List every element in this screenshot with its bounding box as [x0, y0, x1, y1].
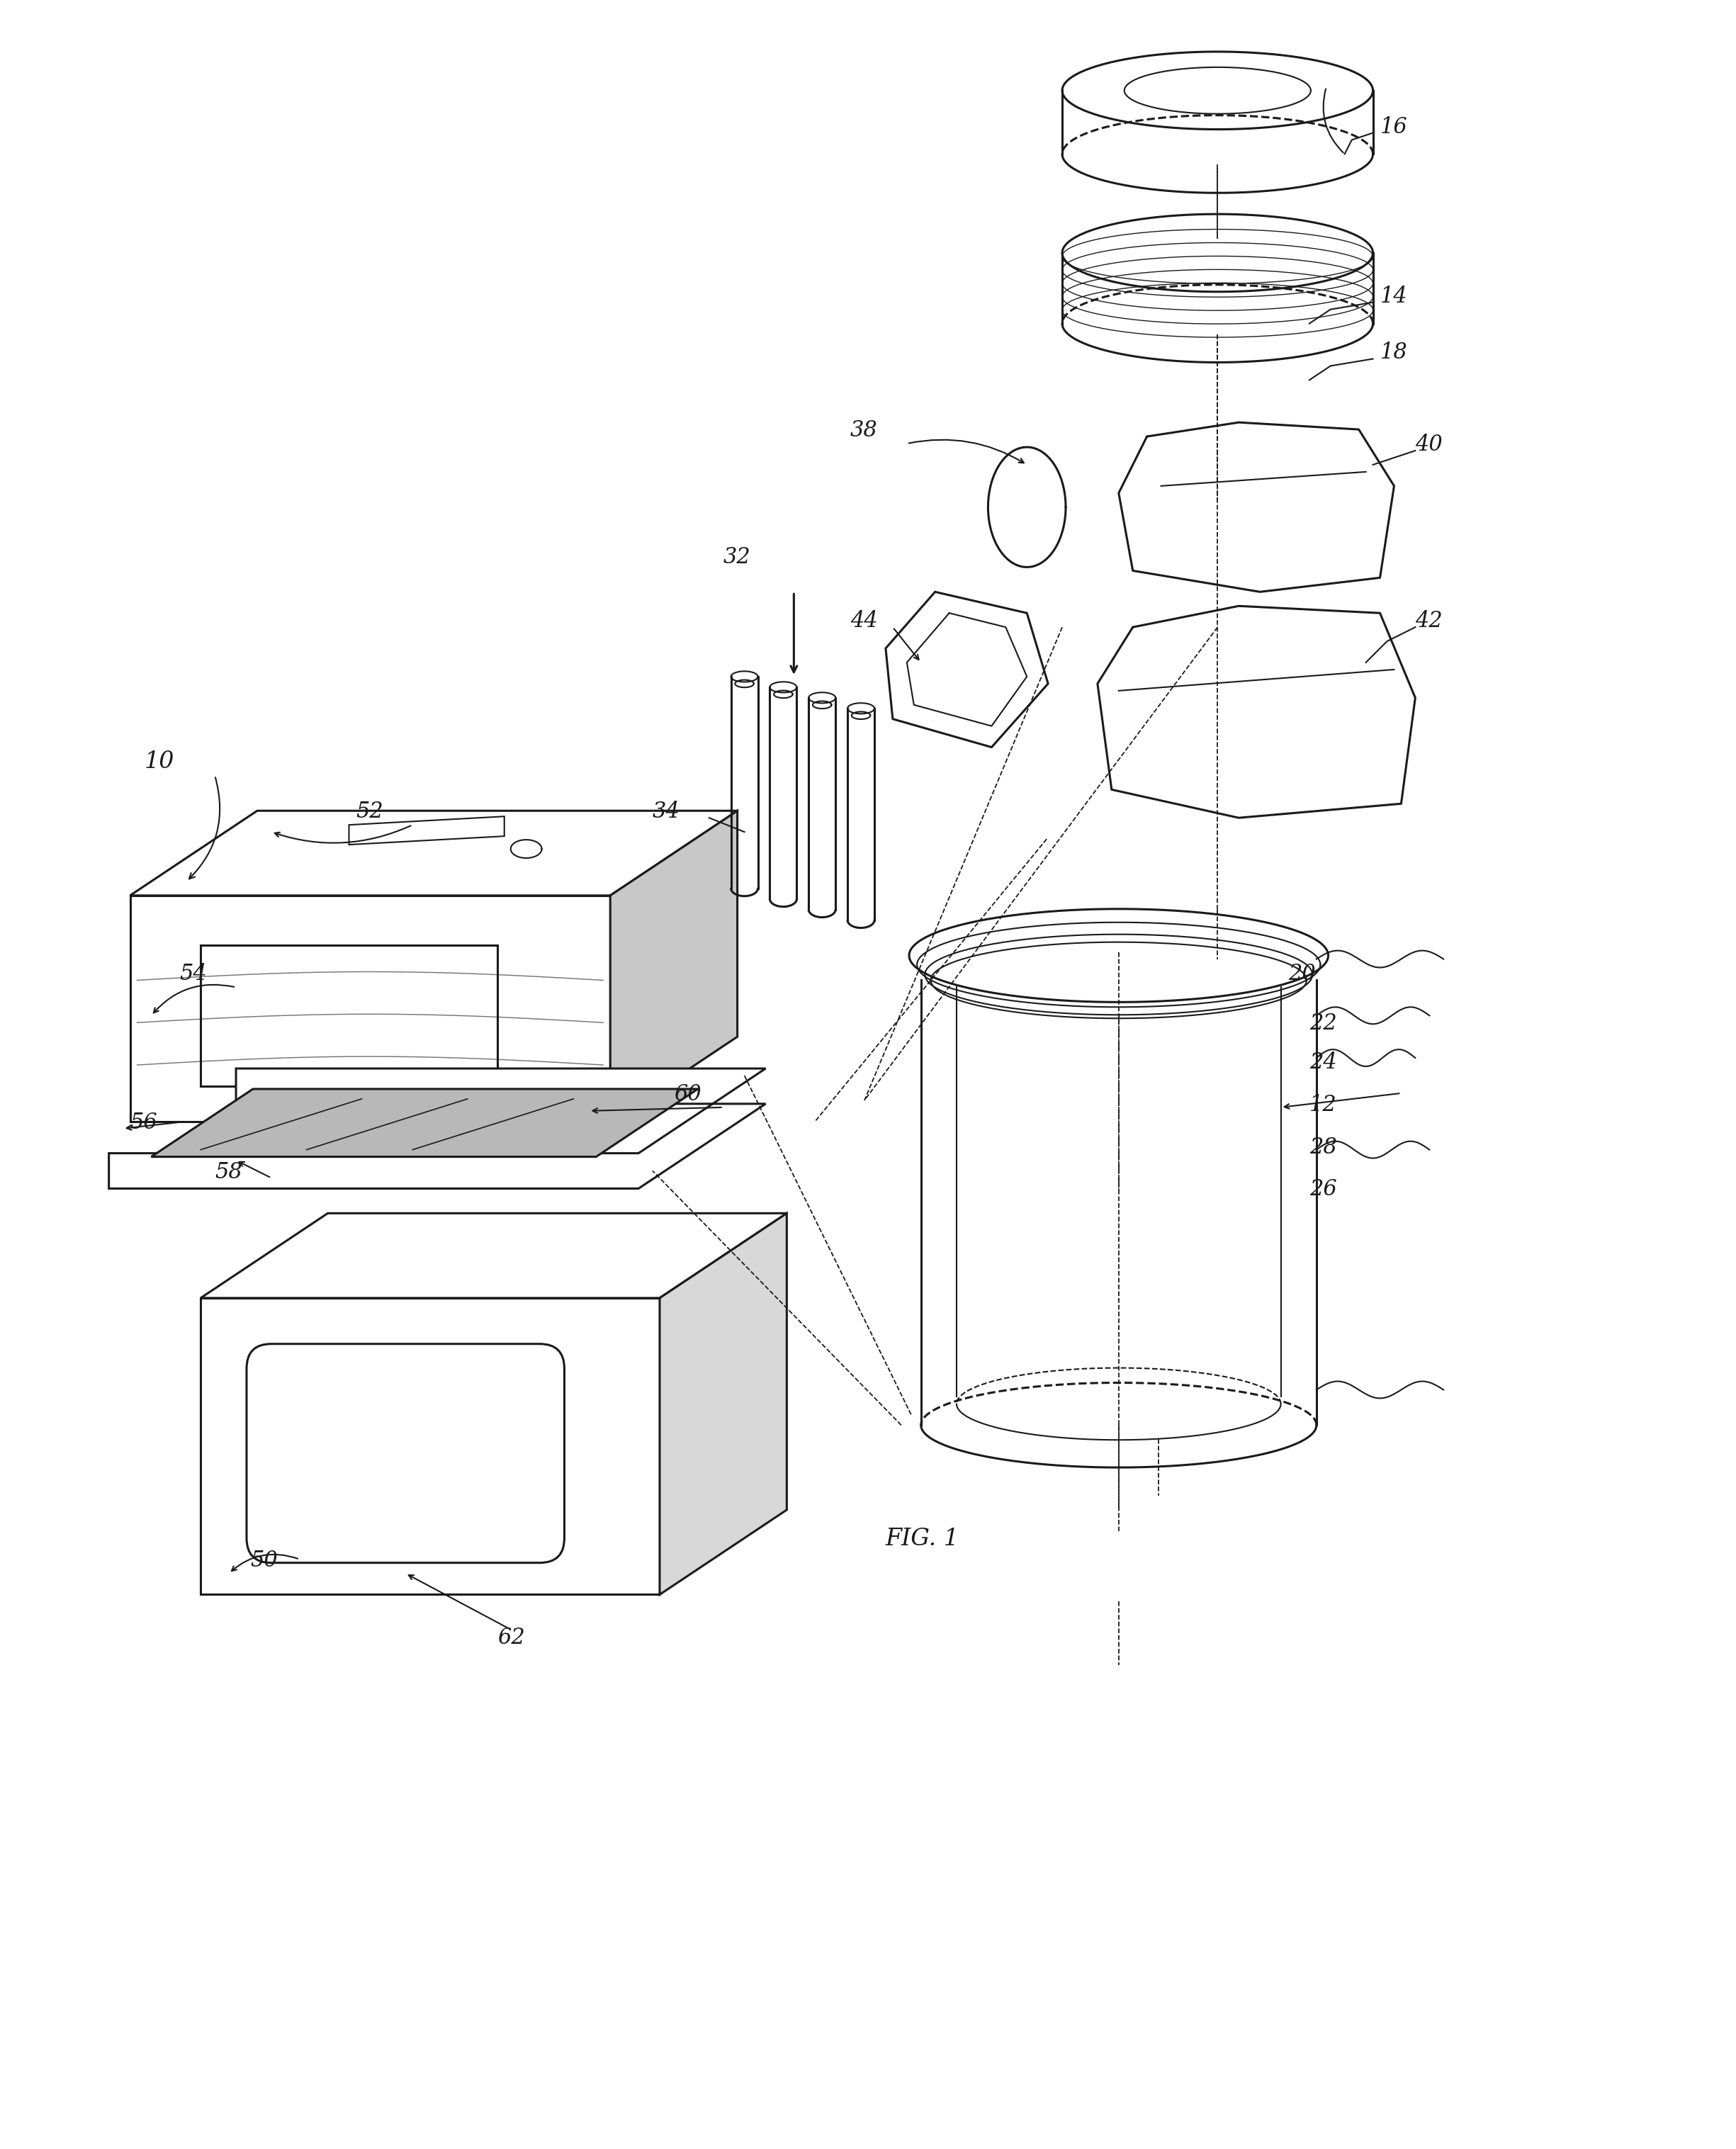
Text: 28: 28	[1309, 1137, 1337, 1158]
Text: 44: 44	[851, 610, 878, 632]
Polygon shape	[611, 810, 738, 1122]
Polygon shape	[201, 946, 496, 1085]
Text: 50: 50	[250, 1549, 278, 1571]
Text: 60: 60	[674, 1083, 701, 1105]
Polygon shape	[130, 810, 738, 896]
Polygon shape	[130, 896, 611, 1122]
Text: 16: 16	[1380, 116, 1408, 138]
Text: 10: 10	[144, 750, 174, 774]
Text: 18: 18	[1380, 342, 1408, 363]
Text: 12: 12	[1309, 1094, 1337, 1115]
Text: 54: 54	[179, 963, 207, 984]
Text: 52: 52	[356, 802, 384, 823]
Polygon shape	[349, 817, 505, 845]
Text: 58: 58	[215, 1160, 243, 1182]
Polygon shape	[660, 1214, 786, 1595]
Text: 14: 14	[1380, 286, 1408, 307]
Text: 34: 34	[653, 802, 681, 823]
Polygon shape	[151, 1090, 698, 1156]
Text: 20: 20	[1288, 963, 1316, 984]
Text: 22: 22	[1309, 1012, 1337, 1034]
Text: FIG. 1: FIG. 1	[885, 1528, 960, 1549]
Text: 62: 62	[496, 1627, 524, 1648]
Text: 24: 24	[1309, 1051, 1337, 1074]
Polygon shape	[109, 1068, 766, 1188]
Polygon shape	[201, 1214, 786, 1298]
Text: 38: 38	[851, 419, 878, 441]
Text: 40: 40	[1415, 434, 1443, 456]
Polygon shape	[201, 1298, 660, 1595]
Text: 32: 32	[724, 546, 750, 569]
Text: 26: 26	[1309, 1178, 1337, 1201]
Text: 56: 56	[130, 1111, 158, 1133]
FancyBboxPatch shape	[247, 1343, 564, 1562]
Text: 42: 42	[1415, 610, 1443, 632]
